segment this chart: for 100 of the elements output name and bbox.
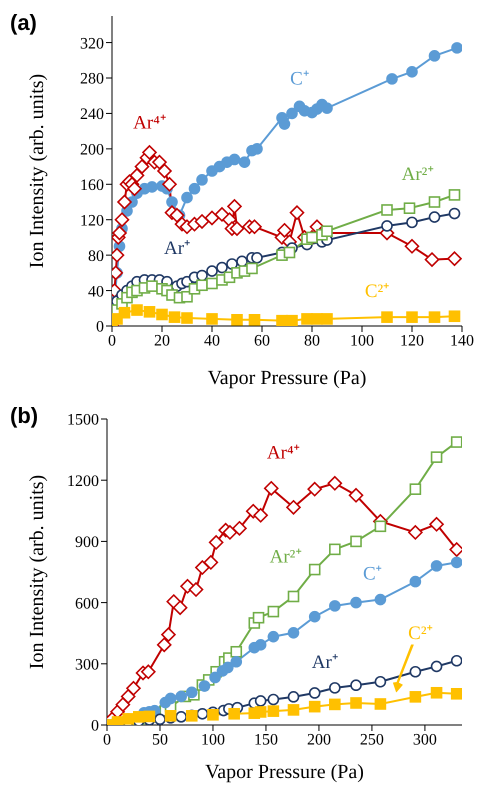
point <box>117 194 132 210</box>
point <box>253 508 268 523</box>
point <box>450 688 462 700</box>
point <box>232 521 247 536</box>
point <box>230 656 242 668</box>
point <box>288 626 300 639</box>
point <box>186 686 198 698</box>
y-tick-label: 1200 <box>67 472 99 490</box>
point <box>428 196 440 208</box>
point <box>321 102 333 114</box>
point <box>448 208 460 220</box>
series-label: Ar⁴⁺ <box>266 442 300 464</box>
point <box>222 525 238 540</box>
point <box>164 692 176 704</box>
point <box>329 544 341 556</box>
point <box>386 73 398 85</box>
series-label: C⁺ <box>363 564 382 585</box>
point <box>428 50 440 62</box>
point <box>268 705 280 717</box>
point <box>286 314 298 326</box>
point <box>247 220 262 234</box>
point <box>196 708 208 720</box>
point <box>246 262 258 274</box>
y-tick-label: 200 <box>80 142 104 159</box>
point <box>286 108 298 120</box>
point <box>204 210 220 226</box>
point <box>195 560 210 575</box>
point <box>204 555 218 570</box>
point <box>350 596 362 608</box>
point <box>162 176 177 192</box>
y-tick-label: 0 <box>91 718 99 735</box>
y-tick-label: 240 <box>80 106 104 124</box>
point <box>161 627 176 642</box>
point <box>348 488 364 503</box>
point <box>290 205 304 220</box>
x-tick-label: 20 <box>154 332 170 350</box>
point <box>130 168 144 183</box>
point <box>328 476 342 491</box>
point <box>216 262 228 274</box>
point <box>230 646 242 658</box>
point <box>207 709 219 721</box>
point <box>196 174 208 186</box>
point <box>152 154 167 170</box>
point <box>430 560 442 572</box>
point <box>430 686 442 699</box>
y-tick-label: 160 <box>80 176 104 194</box>
point <box>286 500 301 515</box>
x-tick-label: 80 <box>304 332 320 350</box>
x-tick-label: 60 <box>254 332 270 350</box>
point <box>350 679 362 692</box>
point <box>222 662 234 674</box>
x-axis-title: Vapor Pressure (Pa) <box>205 761 364 783</box>
point <box>288 590 300 602</box>
x-tick-label: 250 <box>360 731 384 748</box>
point <box>116 697 130 712</box>
point <box>206 313 218 325</box>
point <box>112 226 127 240</box>
point <box>451 42 462 54</box>
point <box>156 638 172 652</box>
point <box>381 220 393 232</box>
point <box>175 690 187 702</box>
point <box>118 306 130 319</box>
y-tick-label: 900 <box>75 534 99 552</box>
point <box>410 576 422 588</box>
point <box>214 207 230 222</box>
point <box>166 196 178 208</box>
point <box>228 708 240 720</box>
point <box>321 313 333 325</box>
y-tick-label: 80 <box>88 248 104 265</box>
point <box>404 202 416 214</box>
point <box>254 639 266 651</box>
point <box>350 536 362 548</box>
chart-title: (b) <box>10 403 38 429</box>
point <box>181 290 193 303</box>
point <box>227 199 242 214</box>
point <box>288 691 300 703</box>
point <box>114 212 130 228</box>
y-tick-label: 320 <box>80 35 104 52</box>
x-tick-label: 150 <box>254 731 278 748</box>
point <box>430 660 442 672</box>
point <box>230 221 244 236</box>
x-tick-label: 100 <box>200 731 225 748</box>
point <box>248 314 260 326</box>
point <box>268 694 280 706</box>
point <box>175 711 187 723</box>
point <box>329 698 341 710</box>
point <box>308 687 320 699</box>
point <box>126 680 141 696</box>
series-label: C⁺ <box>290 68 309 90</box>
point <box>181 192 193 204</box>
point <box>430 451 442 463</box>
series-label: C²⁺ <box>364 281 390 302</box>
point <box>406 311 418 323</box>
point <box>251 252 263 264</box>
point <box>288 704 300 716</box>
point <box>156 308 168 320</box>
point <box>268 606 280 618</box>
point <box>144 306 156 318</box>
series-label: Ar⁴⁺ <box>133 112 166 134</box>
point <box>146 181 158 193</box>
